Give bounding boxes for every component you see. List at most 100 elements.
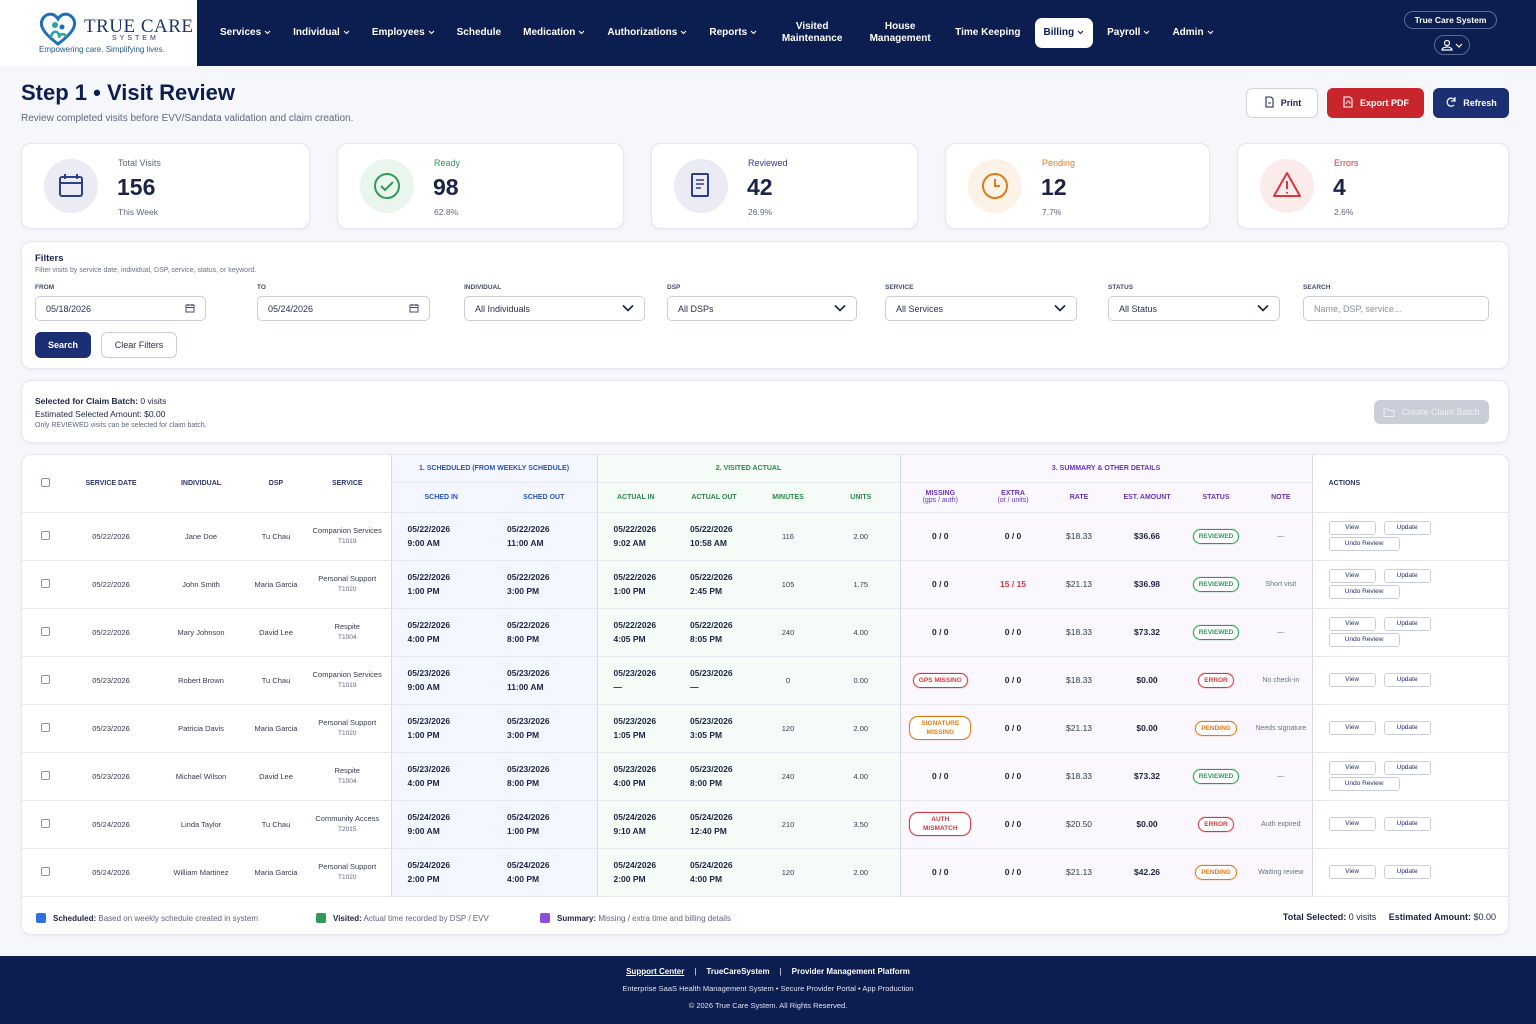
cell-value: 0 / 0 <box>932 531 949 541</box>
create-claim-batch-button[interactable]: Create Claim Batch <box>1374 400 1489 424</box>
nav-caret <box>1207 27 1214 39</box>
nav-label: Billing <box>1043 27 1075 38</box>
stat-icon <box>968 159 1022 218</box>
action-button[interactable]: Update <box>1383 617 1431 631</box>
cell-value: 105 <box>781 579 795 589</box>
legend-swatch <box>36 913 46 923</box>
search-button[interactable]: Search <box>35 332 91 358</box>
action-button[interactable]: Update <box>1383 817 1431 831</box>
footer-tagline: Enterprise SaaS Health Management System… <box>622 984 914 993</box>
legend-swatch <box>316 913 326 923</box>
checkbox[interactable] <box>40 477 50 487</box>
legend-swatch <box>540 913 550 923</box>
stat-label: Reviewed <box>748 158 788 168</box>
action-button[interactable]: Undo Review <box>1328 777 1400 791</box>
filter-select[interactable]: All Services <box>885 296 1077 321</box>
dsp: David Lee <box>248 752 304 801</box>
action-button[interactable]: Update <box>1383 673 1431 687</box>
amount: $73.32 <box>1112 608 1183 657</box>
action-button[interactable]: Update <box>1383 865 1431 879</box>
nav-item[interactable]: Billing <box>1034 18 1094 48</box>
button-icon <box>1445 96 1457 110</box>
service-code: T1019 <box>338 538 357 545</box>
time: 11:00 AM <box>507 538 544 548</box>
footer-link[interactable]: Support Center <box>626 967 685 976</box>
nav-label: Schedule <box>456 27 502 38</box>
filters-panel: Filters Filter visits by service date, i… <box>21 241 1509 369</box>
nav-item[interactable]: Individual <box>285 19 358 47</box>
cell-value: — <box>1277 772 1285 780</box>
action-button[interactable]: View <box>1328 817 1376 831</box>
page-button[interactable]: Refresh <box>1433 88 1509 118</box>
nav-item[interactable]: Payroll <box>1099 19 1158 47</box>
filter-select[interactable]: All Status <box>1108 296 1280 321</box>
date: 05/22/2026 <box>407 524 451 534</box>
cell-value: $0.00 <box>1136 819 1158 829</box>
filter-text[interactable]: Name, DSP, service... <box>1303 296 1489 321</box>
checkbox[interactable] <box>40 674 50 684</box>
filter-select[interactable]: All DSPs <box>667 296 857 321</box>
action-button[interactable]: Update <box>1383 761 1431 775</box>
visit-row: 05/23/2026 Michael Wilson David Lee Respite… <box>22 752 1508 801</box>
filter-date[interactable]: 05/18/2026 <box>35 296 206 321</box>
action-button[interactable]: View <box>1328 521 1376 535</box>
checkbox[interactable] <box>40 866 50 876</box>
filter-date[interactable]: 05/24/2026 <box>257 296 430 321</box>
checkbox[interactable] <box>40 722 50 732</box>
nav-item[interactable]: Medication <box>515 19 593 47</box>
individual: Robert Brown <box>154 656 248 705</box>
nav-item[interactable]: Authorizations <box>599 19 695 47</box>
visit-row: 05/22/2026 Mary Johnson David Lee Respite T1… <box>22 608 1508 657</box>
separator: | <box>779 967 782 976</box>
legend-description: Actual time recorded by DSP / EVV <box>363 913 489 923</box>
action-button[interactable]: Undo Review <box>1328 537 1400 551</box>
cell-value: 116 <box>782 531 794 541</box>
action-button[interactable]: View <box>1328 673 1376 687</box>
action-button[interactable]: Undo Review <box>1328 585 1400 599</box>
checkbox[interactable] <box>40 626 50 636</box>
nav-item[interactable]: Schedule <box>449 19 509 47</box>
page-button[interactable]: Print <box>1246 88 1318 118</box>
action-button[interactable]: Undo Review <box>1328 633 1400 647</box>
action-button[interactable]: Update <box>1383 721 1431 735</box>
time: 9:00 AM <box>407 538 440 548</box>
clear-filters-button[interactable]: Clear Filters <box>101 332 177 358</box>
account-menu[interactable] <box>1434 35 1470 55</box>
filter-select[interactable]: All Individuals <box>464 296 645 321</box>
page-button[interactable]: Export PDF <box>1327 88 1424 118</box>
nav-item[interactable]: Time Keeping <box>947 19 1028 47</box>
action-button[interactable]: View <box>1328 865 1376 879</box>
cell-value: 240 <box>781 771 795 781</box>
cell-value: $73.32 <box>1134 627 1161 637</box>
action-button[interactable]: View <box>1328 569 1376 583</box>
sched-out: 05/23/2026 11:00 AM <box>491 656 597 705</box>
stat-sub: This Week <box>118 207 158 217</box>
missing: SIGNATURE MISSING <box>899 704 981 753</box>
checkbox[interactable] <box>40 578 50 588</box>
action-button[interactable]: View <box>1328 761 1376 775</box>
extra: 15 / 15 <box>980 560 1047 609</box>
checkbox[interactable] <box>40 818 50 828</box>
extra: 0 / 0 <box>980 800 1047 849</box>
account-name[interactable]: True Care System <box>1404 11 1497 29</box>
checkbox[interactable] <box>40 770 50 780</box>
action-button[interactable]: View <box>1328 721 1376 735</box>
nav-item[interactable]: Reports <box>701 19 765 47</box>
logo: TRUE CARE SYSTEM Empowering care. Simpli… <box>0 0 197 66</box>
date: 05/24/2026 <box>507 860 550 870</box>
nav-item[interactable]: Visited Maintenance <box>771 13 853 53</box>
nav-item[interactable]: Admin <box>1164 19 1221 47</box>
nav-item[interactable]: House Management <box>859 13 941 53</box>
units: 2.00 <box>822 704 901 753</box>
service: Personal Support T1020 <box>304 848 391 897</box>
nav-item[interactable]: Employees <box>364 19 443 47</box>
action-button[interactable]: View <box>1328 617 1376 631</box>
action-button[interactable]: Update <box>1383 521 1431 535</box>
checkbox[interactable] <box>40 530 50 540</box>
nav-item[interactable]: Services <box>212 19 279 47</box>
service-code: T2015 <box>338 826 357 833</box>
service: Respite T1004 <box>304 752 391 801</box>
action-button[interactable]: Update <box>1383 569 1431 583</box>
units: 2.00 <box>822 512 901 561</box>
nav-label: Reports <box>709 27 748 38</box>
